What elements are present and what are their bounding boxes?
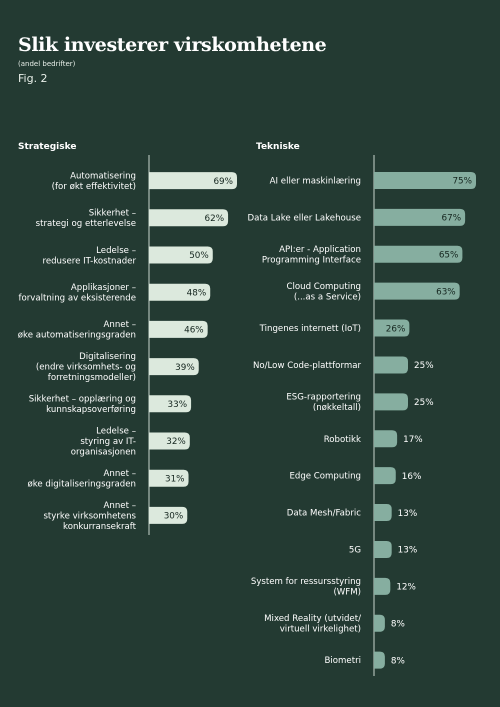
technical-bar-esg-rapportering (374, 393, 408, 411)
technical-category-label: AI eller maskinlæring (270, 176, 361, 186)
strategic-value-label: 39% (175, 363, 195, 373)
strategic-value-label: 33% (168, 400, 188, 410)
strategic-category-label: Automatisering (for økt effektivitet) (52, 171, 136, 192)
strategic-category-label: Applikasjoner – forvaltning av eksisteren… (18, 283, 136, 304)
strategic-category-label: Annet – øke automatiseringsgraden (18, 320, 136, 341)
strategic-bar-annet (149, 506, 188, 524)
technical-value-label: 8% (391, 619, 405, 629)
strategic-value-label: 32% (166, 437, 186, 447)
strategic-panel-title: Strategiske (18, 142, 77, 152)
technical-value-label: 13% (398, 509, 418, 519)
technical-value-label: 75% (452, 177, 472, 187)
technical-value-label: 13% (398, 546, 418, 556)
chart-title: Slik investerer virskomhetene (18, 34, 327, 56)
technical-category-label: Data Mesh/Fabric (287, 509, 362, 519)
technical-value-label: 25% (414, 361, 434, 371)
technical-bar-data-mesh-fabric (374, 504, 392, 522)
strategic-category-label: Sikkerhet – opplæring og kunnskapsoverfør… (29, 395, 136, 416)
technical-bar-api-er-application (374, 245, 463, 263)
technical-bar-ai-eller-maskinlæring (374, 171, 476, 189)
technical-bar-robotikk (374, 430, 398, 448)
chart-subtitle: (andel bedrifter) (18, 60, 76, 68)
strategic-category-label: Sikkerhet – strategi og etterlevelse (36, 209, 136, 230)
strategic-value-label: 46% (184, 326, 204, 336)
strategic-bar-digitalisering (149, 358, 199, 376)
strategic-value-label: 69% (213, 177, 233, 187)
technical-bar-5g (374, 540, 392, 558)
technical-value-label: 67% (442, 214, 462, 224)
strategic-bar-ledelse (149, 432, 190, 450)
technical-bar-tingenes-internett-iot (374, 319, 410, 337)
technical-category-label: 5G (349, 545, 361, 555)
technical-category-label: Data Lake eller Lakehouse (247, 213, 361, 223)
technical-category-label: Tingenes internett (IoT) (259, 324, 361, 334)
strategic-category-label: Annet – øke digitaliseringsgraden (27, 469, 136, 490)
strategic-bar-sikkerhet-opplæring-og (149, 395, 192, 413)
technical-panel-title: Tekniske (256, 142, 300, 152)
technical-value-label: 65% (439, 250, 459, 260)
technical-value-label: 8% (391, 656, 405, 666)
technical-value-label: 25% (414, 398, 434, 408)
technical-category-label: System for ressursstyring (WFM) (251, 577, 361, 598)
strategic-category-label: Annet – styrke virksomhetens konkurransekr… (43, 501, 136, 532)
technical-value-label: 26% (386, 324, 406, 334)
technical-category-label: Mixed Reality (utvidet/virtuell virkelig… (264, 614, 361, 635)
technical-bar-edge-computing (374, 467, 396, 485)
technical-bar-chart: AI eller maskinlæring 75% Data Lake eller … (247, 155, 476, 676)
strategic-value-label: 48% (187, 288, 207, 298)
technical-value-label: 63% (436, 287, 456, 297)
technical-category-label: Robotikk (324, 435, 361, 445)
strategic-bar-chart: Automatisering (for økt effektivitet) 69% S… (18, 155, 237, 535)
strategic-value-label: 62% (205, 214, 225, 224)
strategic-bar-annet (149, 469, 189, 487)
technical-bar-system-for-ressursstyring (374, 577, 391, 595)
strategic-value-label: 30% (164, 512, 184, 522)
strategic-category-label: Ledelse – redusere IT-kostnader (42, 246, 136, 267)
technical-bar-biometri (374, 651, 385, 669)
technical-category-label: No/Low Code-plattformar (253, 361, 361, 371)
technical-bar-cloud-computing (374, 282, 460, 300)
technical-bar-no-low-code-plattformar (374, 356, 408, 374)
technical-bar-data-lake-eller-lakehouse (374, 208, 466, 226)
technical-category-label: Biometri (325, 656, 362, 666)
technical-value-label: 17% (403, 435, 423, 445)
strategic-bar-applikasjoner (149, 283, 211, 301)
technical-category-label: API:er - Application Programming Interfac… (262, 245, 361, 266)
strategic-bar-ledelse (149, 246, 213, 264)
strategic-bar-sikkerhet (149, 209, 229, 227)
technical-category-label: Edge Computing (289, 472, 361, 482)
technical-value-label: 12% (396, 583, 416, 593)
technical-category-label: ESG-rapportering (nøkkeltall) (286, 393, 361, 414)
strategic-value-label: 50% (189, 251, 209, 261)
technical-category-label: Cloud Computing (...as a Service) (287, 282, 361, 303)
strategic-value-label: 31% (165, 474, 185, 484)
strategic-bar-annet (149, 320, 208, 338)
strategic-category-label: Digitalisering (endre virksomhets- og forr… (36, 352, 136, 383)
technical-bar-mixed-reality-utvidet (374, 614, 385, 632)
strategic-bar-automatisering (149, 172, 237, 190)
figure-label: Fig. 2 (18, 72, 48, 85)
technical-value-label: 16% (402, 472, 422, 482)
strategic-category-label: Ledelse – styring av IT-organisasjonen (71, 427, 136, 458)
